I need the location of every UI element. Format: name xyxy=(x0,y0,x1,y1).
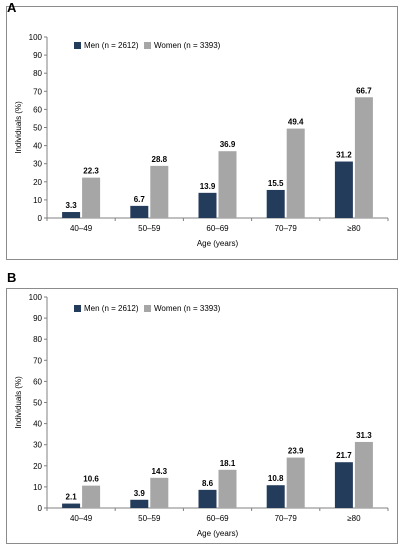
x-tick-label: 40–49 xyxy=(70,224,93,233)
y-tick-label: 10 xyxy=(33,483,42,492)
bar-men xyxy=(198,192,217,218)
x-tick-label: 70–79 xyxy=(275,224,298,233)
bar-men xyxy=(130,499,149,508)
data-label-men: 15.5 xyxy=(268,179,284,188)
y-tick-label: 40 xyxy=(33,420,42,429)
legend-label-women: Women (n = 3393) xyxy=(154,304,221,313)
y-tick-label: 100 xyxy=(29,293,43,302)
x-tick-label: 70–79 xyxy=(275,514,298,523)
chart-panel-a: 0 10 20 30 40 50 60 70 80 90 100 Individuals (%) 40–… xyxy=(6,6,398,260)
y-tick-label: 50 xyxy=(33,399,42,408)
y-tick-label: 30 xyxy=(33,441,42,450)
x-axis-title: Age (years) xyxy=(197,529,239,538)
data-label-men: 8.6 xyxy=(202,479,214,488)
x-tick-label: 50–59 xyxy=(138,514,161,523)
x-tick-label: 40–49 xyxy=(70,514,93,523)
bar-men xyxy=(334,161,353,218)
legend-label-men: Men (n = 2612) xyxy=(84,304,139,313)
data-label-men: 2.1 xyxy=(66,493,78,502)
y-axis-title: Individuals (%) xyxy=(14,101,23,154)
y-tick-label: 0 xyxy=(38,214,43,223)
bar-men xyxy=(62,503,81,508)
bar-women xyxy=(150,477,169,508)
legend-swatch-women xyxy=(144,42,151,49)
panel-letter-b: B xyxy=(7,270,17,285)
y-tick-label: 100 xyxy=(29,33,43,42)
panel-letter-a: A xyxy=(7,0,17,15)
data-label-women: 10.6 xyxy=(83,475,99,484)
data-label-women: 23.9 xyxy=(288,447,304,456)
bar-men xyxy=(266,485,285,508)
y-tick-label: 60 xyxy=(33,377,42,386)
bar-women xyxy=(286,128,305,218)
data-label-women: 14.3 xyxy=(152,467,168,476)
x-tick-label: 60–69 xyxy=(206,224,229,233)
y-tick-label: 90 xyxy=(33,51,42,60)
data-label-women: 28.8 xyxy=(152,155,168,164)
y-tick-label: 0 xyxy=(38,504,43,513)
y-tick-label: 70 xyxy=(33,356,42,365)
bar-women xyxy=(82,485,101,508)
bar-men xyxy=(334,462,353,508)
data-label-men: 3.3 xyxy=(66,201,78,210)
bar-women xyxy=(218,151,237,218)
bar-women xyxy=(354,441,373,508)
y-tick-label: 20 xyxy=(33,462,42,471)
bar-women xyxy=(218,469,237,508)
bar-men xyxy=(62,212,81,218)
legend-swatch-women xyxy=(144,305,151,312)
y-tick-label: 60 xyxy=(33,105,42,114)
data-label-women: 66.7 xyxy=(356,86,372,95)
y-tick-label: 30 xyxy=(33,160,42,169)
y-tick-label: 80 xyxy=(33,69,42,78)
data-label-men: 10.8 xyxy=(268,474,284,483)
data-label-men: 21.7 xyxy=(336,451,352,460)
y-axis-title: Individuals (%) xyxy=(14,376,23,429)
y-tick-label: 90 xyxy=(33,314,42,323)
bar-women xyxy=(354,97,373,218)
data-label-women: 36.9 xyxy=(220,140,236,149)
y-tick-label: 80 xyxy=(33,335,42,344)
bar-men xyxy=(266,189,285,218)
data-label-women: 22.3 xyxy=(83,167,99,176)
y-tick-label: 10 xyxy=(33,196,42,205)
legend-swatch-men xyxy=(74,305,81,312)
y-tick-label: 50 xyxy=(33,124,42,133)
bar-women xyxy=(82,177,101,218)
y-tick-label: 70 xyxy=(33,87,42,96)
x-axis-title: Age (years) xyxy=(197,239,239,248)
bar-men xyxy=(130,205,149,218)
data-label-women: 18.1 xyxy=(220,459,236,468)
x-tick-label: ≥80 xyxy=(347,514,361,523)
data-label-men: 13.9 xyxy=(200,182,216,191)
legend-swatch-men xyxy=(74,42,81,49)
x-tick-label: 50–59 xyxy=(138,224,161,233)
bar-men xyxy=(198,489,217,508)
x-tick-label: ≥80 xyxy=(347,224,361,233)
data-label-men: 3.9 xyxy=(134,489,146,498)
data-label-women: 31.3 xyxy=(356,431,372,440)
legend-label-women: Women (n = 3393) xyxy=(154,41,221,50)
data-label-men: 6.7 xyxy=(134,195,146,204)
bar-women xyxy=(286,457,305,508)
x-tick-label: 60–69 xyxy=(206,514,229,523)
chart-panel-b: 0 10 20 30 40 50 60 70 80 90 100 Individuals (%) 40–… xyxy=(6,288,398,544)
y-tick-label: 20 xyxy=(33,178,42,187)
y-tick-label: 40 xyxy=(33,142,42,151)
bar-chart-a: 0 10 20 30 40 50 60 70 80 90 100 Individuals (%) 40–… xyxy=(14,33,389,248)
bar-chart-b: 0 10 20 30 40 50 60 70 80 90 100 Individuals (%) 40–… xyxy=(14,293,389,538)
data-label-women: 49.4 xyxy=(288,118,304,127)
bar-women xyxy=(150,165,169,218)
legend-label-men: Men (n = 2612) xyxy=(84,41,139,50)
data-label-men: 31.2 xyxy=(336,151,352,160)
